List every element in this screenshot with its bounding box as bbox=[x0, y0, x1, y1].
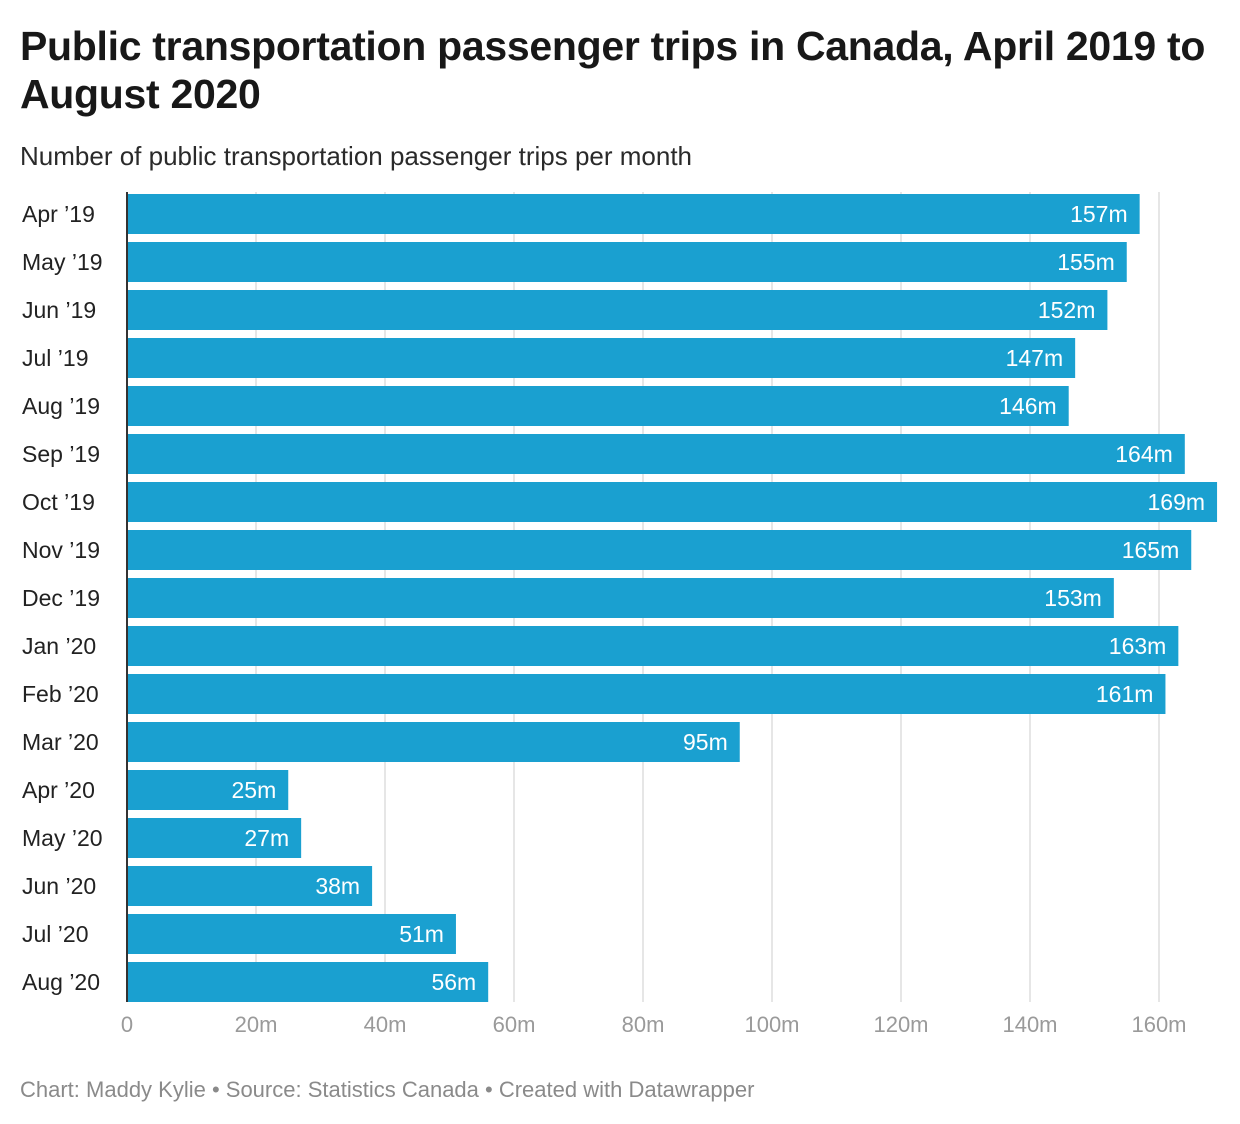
bar bbox=[127, 194, 1140, 234]
bar-value-label: 51m bbox=[399, 921, 444, 947]
bar bbox=[127, 482, 1218, 522]
bar bbox=[127, 770, 289, 810]
x-tick-label: 120m bbox=[873, 1012, 928, 1037]
bar-value-label: 152m bbox=[1038, 297, 1096, 323]
x-tick-label: 40m bbox=[364, 1012, 407, 1037]
category-label: Jan ’20 bbox=[22, 633, 96, 659]
bar bbox=[127, 290, 1108, 330]
bar-value-label: 165m bbox=[1122, 537, 1180, 563]
bar bbox=[127, 338, 1076, 378]
category-label: Jul ’19 bbox=[22, 345, 88, 371]
bar-value-label: 146m bbox=[999, 393, 1057, 419]
bar-value-label: 27m bbox=[244, 825, 289, 851]
bar bbox=[127, 386, 1069, 426]
category-label: Jun ’19 bbox=[22, 297, 96, 323]
category-label: Sep ’19 bbox=[22, 441, 100, 467]
bar-value-label: 155m bbox=[1057, 249, 1115, 275]
bar-value-label: 169m bbox=[1148, 489, 1206, 515]
bar-chart: 0 20m 40m 60m 80m 100m 120m 140m 160m 157m Apr ’19… bbox=[22, 192, 1218, 1037]
bar-value-label: 95m bbox=[683, 729, 728, 755]
category-label: Jun ’20 bbox=[22, 873, 96, 899]
bar bbox=[127, 866, 373, 906]
category-label: Jul ’20 bbox=[22, 921, 88, 947]
category-label: Apr ’20 bbox=[22, 777, 95, 803]
bar bbox=[127, 962, 489, 1002]
x-tick-label: 140m bbox=[1002, 1012, 1057, 1037]
x-tick-label: 100m bbox=[744, 1012, 799, 1037]
bar bbox=[127, 914, 456, 954]
bar bbox=[127, 434, 1185, 474]
chart-title: Public transportation passenger trips in… bbox=[20, 23, 1206, 117]
bar-value-label: 153m bbox=[1044, 585, 1102, 611]
x-tick-label: 20m bbox=[235, 1012, 278, 1037]
x-tick-label: 80m bbox=[622, 1012, 665, 1037]
bar bbox=[127, 818, 302, 858]
bar bbox=[127, 578, 1114, 618]
category-label: May ’20 bbox=[22, 825, 103, 851]
category-label: Feb ’20 bbox=[22, 681, 99, 707]
bar bbox=[127, 242, 1127, 282]
bar bbox=[127, 674, 1166, 714]
bar bbox=[127, 626, 1179, 666]
chart-footer: Chart: Maddy Kylie • Source: Statistics … bbox=[20, 1077, 755, 1102]
category-label: Aug ’20 bbox=[22, 969, 100, 995]
bar-value-label: 161m bbox=[1096, 681, 1154, 707]
category-label: Aug ’19 bbox=[22, 393, 100, 419]
chart-subtitle: Number of public transportation passenge… bbox=[20, 141, 693, 171]
bar-value-label: 147m bbox=[1006, 345, 1064, 371]
x-tick-label: 60m bbox=[493, 1012, 536, 1037]
category-label: Mar ’20 bbox=[22, 729, 99, 755]
x-tick-label: 0 bbox=[121, 1012, 133, 1037]
category-label: Nov ’19 bbox=[22, 537, 100, 563]
bar-value-label: 164m bbox=[1115, 441, 1173, 467]
x-tick-label: 160m bbox=[1131, 1012, 1186, 1037]
category-label: Oct ’19 bbox=[22, 489, 95, 515]
bar-value-label: 56m bbox=[431, 969, 476, 995]
bar bbox=[127, 722, 740, 762]
bar-value-label: 163m bbox=[1109, 633, 1167, 659]
category-label: May ’19 bbox=[22, 249, 103, 275]
bar bbox=[127, 530, 1192, 570]
category-label: Apr ’19 bbox=[22, 201, 95, 227]
bar-value-label: 38m bbox=[315, 873, 360, 899]
category-label: Dec ’19 bbox=[22, 585, 100, 611]
bar-value-label: 157m bbox=[1070, 201, 1128, 227]
bar-value-label: 25m bbox=[232, 777, 277, 803]
